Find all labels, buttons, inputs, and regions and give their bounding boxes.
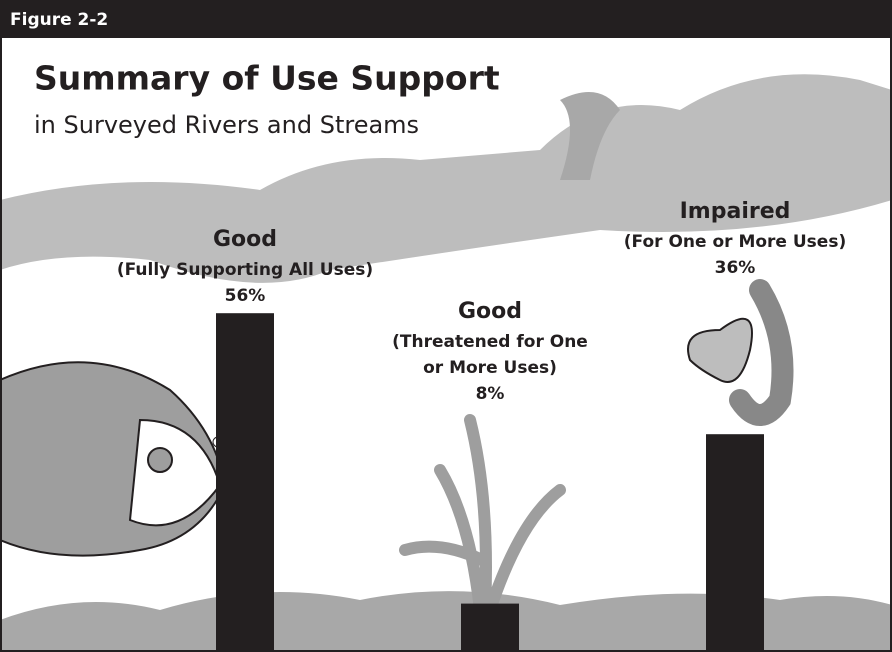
category-description: (Fully Supporting All Uses) (117, 260, 373, 280)
bar (216, 313, 274, 652)
worm (729, 279, 794, 426)
header-bar (0, 0, 892, 38)
category-label: Impaired (680, 199, 791, 224)
bar (461, 603, 519, 652)
category-description: (Threatened for One (392, 332, 588, 352)
seaweed (399, 414, 566, 616)
insect (687, 317, 753, 383)
background-land (0, 74, 892, 283)
category-label: Good (458, 299, 522, 324)
bar (706, 434, 764, 652)
tree (560, 92, 620, 180)
value-label: 36% (715, 258, 756, 278)
chart-subtitle: in Surveyed Rivers and Streams (34, 111, 419, 139)
category-description: (For One or More Uses) (624, 232, 846, 252)
value-label: 56% (225, 286, 266, 306)
fish-eye (147, 447, 173, 473)
category-label: Good (213, 227, 277, 252)
chart-title: Summary of Use Support (34, 59, 500, 98)
category-description: or More Uses) (423, 358, 557, 378)
figure-label: Figure 2-2 (10, 10, 108, 30)
value-label: 8% (476, 384, 505, 404)
